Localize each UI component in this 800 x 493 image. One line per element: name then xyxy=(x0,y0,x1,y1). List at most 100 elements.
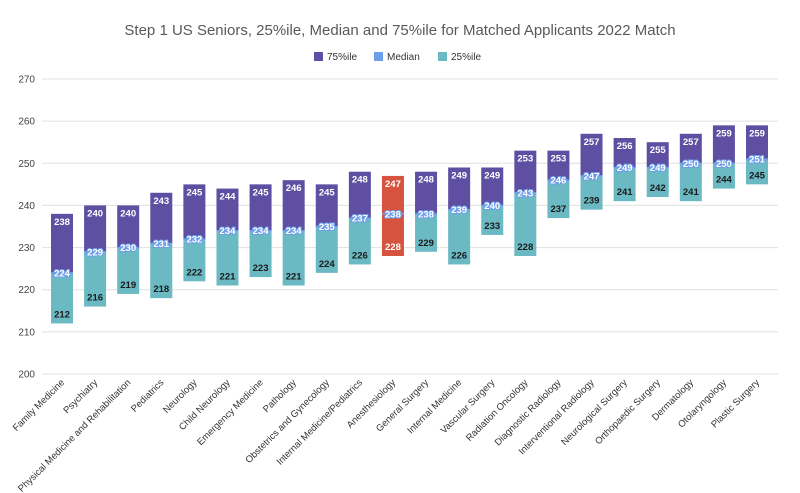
label-median: 230 xyxy=(120,243,136,254)
label-25th: 241 xyxy=(617,187,634,198)
label-median: 247 xyxy=(584,171,600,182)
bar-25th xyxy=(580,175,603,210)
bar-25th xyxy=(51,272,73,324)
label-median: 234 xyxy=(286,226,303,237)
legend-label: 25%ile xyxy=(451,52,481,63)
bar-25th xyxy=(282,230,305,286)
bar-group: 245 235 224 xyxy=(315,184,338,273)
bar-group: 245 232 222 xyxy=(183,184,206,282)
label-25th: 233 xyxy=(484,221,500,232)
bar-25th xyxy=(183,239,206,282)
bar-group: 249 239 226 xyxy=(448,167,471,265)
label-75th: 249 xyxy=(451,171,467,182)
label-25th: 239 xyxy=(584,196,600,207)
bar-group: 253 243 228 xyxy=(514,150,537,256)
bar-25th xyxy=(448,209,471,265)
bar-25th xyxy=(547,180,570,219)
label-25th: 229 xyxy=(418,238,434,249)
label-25th: 219 xyxy=(120,280,136,291)
y-tick-label: 260 xyxy=(18,117,35,128)
label-median: 243 xyxy=(517,188,533,199)
label-75th: 240 xyxy=(87,208,103,219)
label-75th: 245 xyxy=(186,187,203,198)
label-75th: 248 xyxy=(352,175,368,186)
y-tick-label: 220 xyxy=(18,285,35,296)
x-category-label: Family Medicine xyxy=(11,377,67,433)
label-25th: 226 xyxy=(451,250,467,261)
bar-group: 244 234 221 xyxy=(216,188,239,286)
legend-swatch xyxy=(438,52,447,61)
label-25th: 228 xyxy=(517,242,533,253)
legend-label: Median xyxy=(387,52,420,63)
label-25th: 241 xyxy=(683,187,700,198)
label-75th: 238 xyxy=(54,217,70,228)
label-median: 232 xyxy=(186,235,202,246)
bar-25th xyxy=(415,213,438,252)
label-median: 250 xyxy=(683,159,699,170)
label-25th: 245 xyxy=(749,170,766,181)
y-tick-label: 270 xyxy=(18,75,35,86)
label-25th: 242 xyxy=(650,183,666,194)
bar-75th xyxy=(679,133,702,164)
bar-75th xyxy=(216,188,239,231)
bar-group: 246 234 221 xyxy=(282,180,305,286)
label-25th: 216 xyxy=(87,293,103,304)
bar-group: 255 249 242 xyxy=(646,142,669,197)
x-category-label: Radiation Oncology xyxy=(464,377,531,444)
label-75th: 245 xyxy=(319,187,336,198)
label-median: 229 xyxy=(87,247,103,258)
bar-75th xyxy=(51,213,73,273)
bar-75th xyxy=(117,205,140,248)
label-median: 238 xyxy=(418,209,434,220)
bar-75th xyxy=(348,171,371,219)
bars: 2382242122402292162402302192432312182452… xyxy=(51,125,768,324)
bar-25th xyxy=(150,243,173,299)
bar-25th xyxy=(84,251,107,307)
bar-75th xyxy=(448,167,471,210)
label-median: 231 xyxy=(153,239,170,250)
label-25th: 212 xyxy=(54,309,70,320)
bar-group: 247 238 228 xyxy=(381,175,404,256)
bar-25th xyxy=(117,247,140,294)
label-75th: 245 xyxy=(253,187,270,198)
label-75th: 256 xyxy=(617,141,633,152)
bar-group: 253 246 237 xyxy=(547,150,570,219)
bar-75th xyxy=(613,138,636,168)
label-75th: 259 xyxy=(749,128,765,139)
bar-group: 248 237 226 xyxy=(348,171,371,265)
label-25th: 221 xyxy=(220,272,237,283)
bar-75th xyxy=(84,205,107,252)
bar-25th xyxy=(613,167,636,202)
label-median: 234 xyxy=(253,226,270,237)
label-75th: 244 xyxy=(220,192,237,203)
chart-title: Step 1 US Seniors, 25%ile, Median and 75… xyxy=(124,22,675,39)
bar-25th xyxy=(481,205,504,235)
y-tick-label: 200 xyxy=(18,370,35,381)
bar-group: 238 224 212 xyxy=(51,213,73,324)
bar-25th xyxy=(646,167,669,197)
bar-25th xyxy=(712,163,735,189)
label-median: 239 xyxy=(451,205,467,216)
bar-25th xyxy=(746,159,768,185)
label-75th: 243 xyxy=(153,196,169,207)
bar-75th xyxy=(514,150,537,193)
label-75th: 255 xyxy=(650,145,667,156)
bar-highlight xyxy=(381,175,404,256)
bar-group: 240 230 219 xyxy=(117,205,140,294)
bar-75th xyxy=(580,133,603,176)
bar-25th xyxy=(348,218,371,265)
label-median: 249 xyxy=(650,163,666,174)
label-median: 251 xyxy=(749,155,766,166)
label-median: 246 xyxy=(550,176,566,187)
label-75th: 240 xyxy=(120,208,136,219)
bar-25th xyxy=(679,163,702,202)
bar-75th xyxy=(712,125,735,164)
label-25th: 222 xyxy=(186,267,202,278)
label-median: 234 xyxy=(220,226,237,237)
label-25th: 244 xyxy=(716,175,733,186)
bar-group: 257 247 239 xyxy=(580,133,603,210)
label-median: 224 xyxy=(54,268,71,279)
label-75th: 257 xyxy=(584,137,600,148)
